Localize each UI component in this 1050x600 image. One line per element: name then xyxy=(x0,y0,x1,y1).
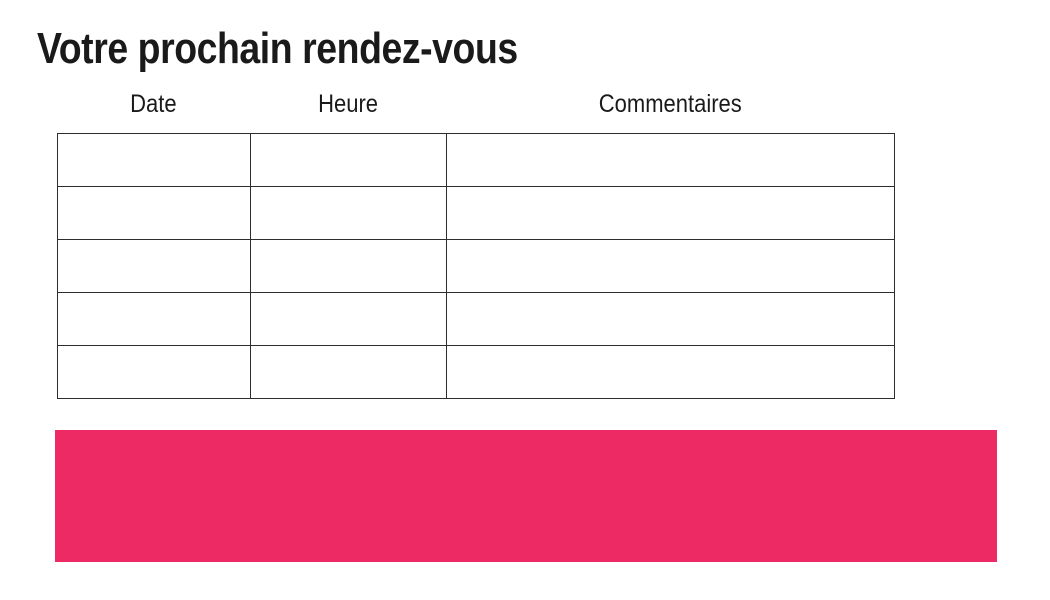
table-cell-commentaires xyxy=(446,345,895,399)
table-cell-heure xyxy=(250,133,447,187)
table-cell-date xyxy=(57,133,251,187)
column-header-date: Date xyxy=(57,92,250,130)
table-row xyxy=(57,133,895,187)
table-cell-date xyxy=(57,239,251,293)
column-header-heure: Heure xyxy=(250,92,446,130)
table-cell-heure xyxy=(250,345,447,399)
table-cell-heure xyxy=(250,239,447,293)
table-column-headers: Date Heure Commentaires xyxy=(57,92,894,130)
table-cell-commentaires xyxy=(446,292,895,346)
table-row xyxy=(57,292,895,346)
table-cell-heure xyxy=(250,292,447,346)
page-title: Votre prochain rendez-vous xyxy=(37,24,518,73)
column-header-commentaires-label: Commentaires xyxy=(598,90,742,118)
appointments-table xyxy=(57,133,895,399)
table-cell-date xyxy=(57,345,251,399)
column-header-date-label: Date xyxy=(130,90,177,118)
table-cell-heure xyxy=(250,186,447,240)
table-cell-commentaires xyxy=(446,239,895,293)
table-cell-date xyxy=(57,292,251,346)
column-header-commentaires: Commentaires xyxy=(446,92,894,130)
table-cell-commentaires xyxy=(446,186,895,240)
table-row xyxy=(57,186,895,240)
table-row xyxy=(57,345,895,399)
table-cell-date xyxy=(57,186,251,240)
accent-banner xyxy=(55,430,997,562)
column-header-heure-label: Heure xyxy=(318,90,378,118)
table-row xyxy=(57,239,895,293)
table-cell-commentaires xyxy=(446,133,895,187)
